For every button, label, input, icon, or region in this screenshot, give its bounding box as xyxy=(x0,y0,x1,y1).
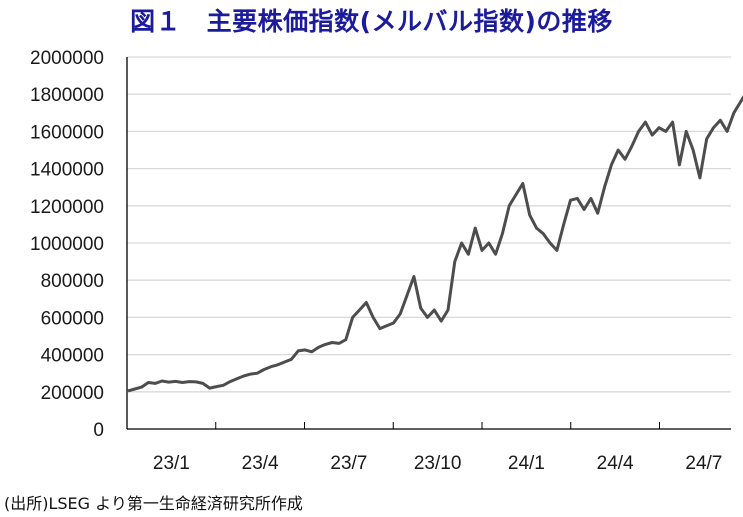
y-tick-label: 1000000 xyxy=(30,234,104,255)
y-tick-label: 1800000 xyxy=(30,85,104,106)
y-tick-label: 400000 xyxy=(41,346,104,367)
y-tick-label: 2000000 xyxy=(30,48,104,69)
x-tick-label: 24/7 xyxy=(685,453,722,474)
gridlines xyxy=(127,56,731,393)
source-note: (出所)LSEG より第一生命経済研究所作成 xyxy=(4,494,303,513)
x-axis-tick-labels: 23/1 23/4 23/7 23/10 24/1 24/4 24/7 xyxy=(153,453,722,474)
x-tick-label: 23/1 xyxy=(153,453,190,474)
x-axis-tick-marks xyxy=(215,422,660,429)
y-tick-label: 1600000 xyxy=(30,122,104,143)
y-tick-label: 600000 xyxy=(41,308,104,329)
y-tick-label: 800000 xyxy=(41,271,104,292)
chart-title: 図１ 主要株価指数(メルバル指数)の推移 xyxy=(130,7,613,36)
y-tick-label: 200000 xyxy=(41,383,104,404)
y-axis-tick-labels: 0 200000 400000 600000 800000 1000000 1200000 1… xyxy=(30,48,104,441)
x-tick-label: 23/4 xyxy=(242,453,279,474)
y-tick-label: 1400000 xyxy=(30,160,104,181)
x-tick-label: 24/4 xyxy=(597,453,634,474)
x-tick-label: 23/10 xyxy=(414,453,462,474)
x-tick-label: 24/1 xyxy=(508,453,545,474)
x-tick-label: 23/7 xyxy=(330,453,367,474)
index-series-line xyxy=(127,94,743,393)
y-tick-label: 1200000 xyxy=(30,197,104,218)
y-tick-label: 0 xyxy=(93,420,104,441)
